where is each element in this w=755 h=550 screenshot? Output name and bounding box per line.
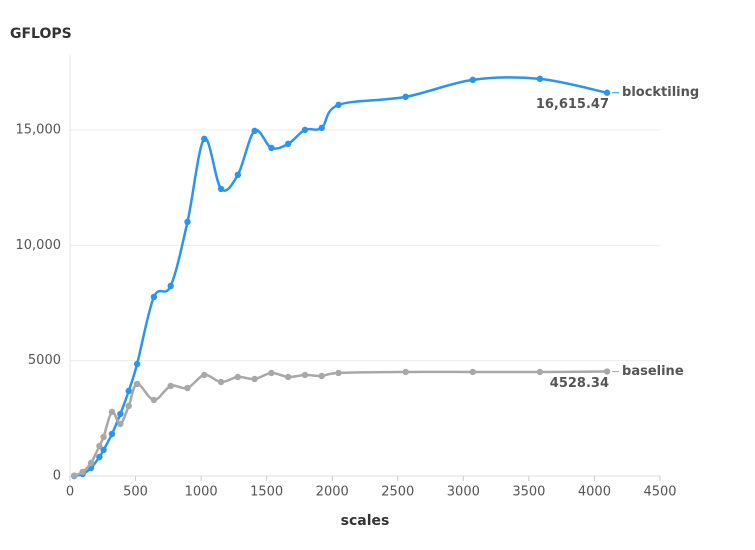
data-point — [100, 433, 107, 441]
data-point — [100, 446, 107, 454]
series-name: baseline — [622, 364, 684, 379]
y-tick-label: 10,000 — [16, 238, 62, 253]
data-point — [603, 368, 611, 375]
data-point — [318, 372, 325, 380]
data-point — [96, 453, 103, 461]
data-point — [184, 384, 191, 392]
data-point — [469, 368, 476, 376]
data-point — [318, 124, 325, 132]
x-tick-label: 2000 — [316, 485, 349, 500]
data-point — [117, 410, 124, 418]
series-line — [73, 370, 608, 477]
data-point — [150, 396, 158, 404]
data-point — [234, 373, 242, 381]
x-tick-label: 4500 — [643, 485, 676, 500]
data-point — [217, 378, 225, 386]
data-point — [201, 135, 208, 143]
data-point — [217, 185, 225, 193]
x-axis-label: scales — [341, 513, 390, 529]
data-point — [301, 371, 309, 379]
series-line — [73, 76, 608, 478]
x-tick-label: 3000 — [447, 485, 480, 500]
data-point — [133, 360, 141, 368]
data-point — [251, 375, 258, 383]
x-tick-label: 2500 — [381, 485, 414, 500]
data-point — [335, 101, 342, 109]
data-point — [201, 371, 208, 379]
data-point — [301, 126, 309, 134]
data-point — [335, 369, 342, 377]
data-point — [402, 93, 409, 101]
data-point — [284, 140, 292, 148]
data-point — [251, 127, 258, 135]
x-tick-label: 3500 — [512, 485, 545, 500]
data-point — [117, 420, 124, 428]
data-point — [108, 408, 116, 416]
x-tick-label: 4000 — [578, 485, 611, 500]
data-point — [603, 89, 611, 96]
data-point — [536, 368, 544, 376]
data-point — [133, 380, 141, 388]
y-tick-label: 15,000 — [16, 122, 62, 137]
data-point — [284, 373, 292, 381]
data-point — [70, 472, 78, 479]
chart-title: GFLOPS — [10, 26, 72, 42]
value-label: 16,615.47 — [536, 97, 609, 112]
y-tick-label: 0 — [53, 469, 61, 484]
data-point — [402, 368, 409, 376]
data-point — [79, 468, 86, 476]
data-point — [234, 171, 242, 179]
data-point — [150, 293, 158, 301]
x-tick-label: 1500 — [250, 485, 283, 500]
data-point — [96, 442, 103, 450]
x-tick-label: 1000 — [185, 485, 218, 500]
value-label: 4528.34 — [550, 376, 609, 391]
data-point — [125, 402, 132, 410]
data-point — [469, 76, 476, 84]
y-tick-label: 5000 — [28, 353, 61, 368]
data-point — [536, 75, 544, 83]
data-point — [167, 382, 174, 390]
x-tick-label: 0 — [66, 485, 74, 500]
data-point — [167, 282, 174, 290]
data-point — [184, 218, 191, 226]
data-point — [125, 387, 132, 395]
data-point — [108, 430, 116, 438]
series-name: blocktiling — [622, 85, 699, 100]
data-point — [87, 459, 95, 467]
data-point — [268, 369, 275, 377]
data-point — [268, 144, 275, 152]
x-tick-label: 500 — [123, 485, 148, 500]
